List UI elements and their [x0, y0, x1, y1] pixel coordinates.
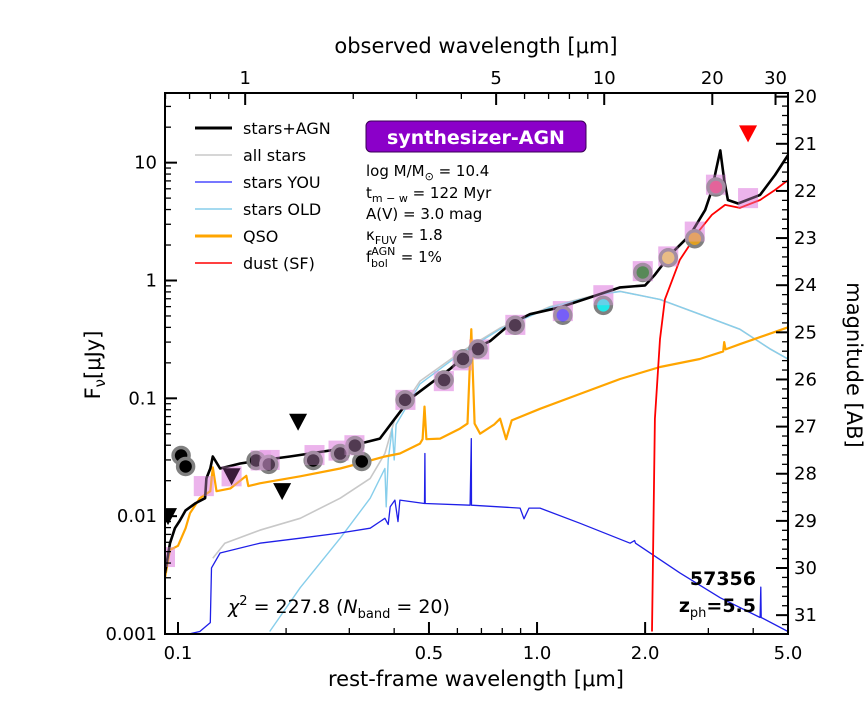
photometry-point — [259, 454, 279, 475]
photometry-point — [434, 370, 454, 390]
magnitude-tick-label: 24 — [794, 275, 817, 296]
series-stars-you — [185, 437, 788, 634]
model-flux-square-overlay — [505, 314, 526, 335]
y-tick-label: 10 — [134, 153, 157, 174]
x-tick-label: 2.0 — [631, 643, 660, 664]
top-tick-label: 5 — [490, 68, 501, 89]
x-tick-label: 5.0 — [774, 643, 803, 664]
y-tick-label: 0.1 — [128, 388, 157, 409]
magnitude-tick-label: 25 — [794, 322, 817, 343]
param-fagn: fAGN bol = 1% — [366, 245, 442, 270]
model-flux-square-overlay — [165, 547, 175, 568]
legend-label: QSO — [243, 227, 278, 246]
photometry-point — [633, 262, 653, 283]
chi2-label: χ2 = 227.8 (Nband = 20) — [227, 594, 450, 622]
photometry-point — [593, 295, 614, 316]
model-flux-square-overlay — [395, 389, 416, 410]
photometry-point — [345, 435, 365, 456]
model-flux-square-overlay — [250, 450, 271, 471]
top-tick-label: 20 — [701, 68, 724, 89]
param-mass: log M/M⊙ = 10.4 — [366, 162, 489, 183]
x-tick-label: 0.5 — [415, 643, 444, 664]
upper-limit-triangle — [289, 413, 308, 431]
plot-frame — [164, 92, 789, 635]
model-flux-square-overlay — [259, 449, 280, 470]
magnitude-tick-label: 30 — [794, 558, 817, 579]
magnitude-tick-label: 27 — [794, 417, 817, 438]
legend-label: stars YOU — [243, 173, 321, 192]
upper-limit-triangle — [739, 125, 758, 143]
model-flux-square-overlay — [684, 221, 705, 242]
model-flux-square-overlay — [469, 339, 490, 360]
model-flux-square-overlay — [328, 440, 349, 461]
photometry-point — [395, 390, 415, 410]
param-age: tm − w = 122 Myr — [366, 184, 492, 205]
x-tick-label: 1.0 — [523, 643, 552, 664]
photometric-redshift: zph=5.5 — [679, 595, 756, 621]
badge-label: synthesizer-AGN — [387, 127, 565, 149]
model-flux-square-overlay — [344, 435, 365, 456]
axis-ticks: 0.1 0.5 1.0 2.0 5.0 1 5 10 20 30 10 1 0.1 0.01 0.001 20… — [105, 68, 816, 664]
magnitude-tick-label: 28 — [794, 464, 817, 485]
badge-box — [365, 120, 587, 153]
photometry-point — [352, 451, 372, 472]
photometry-point — [658, 247, 679, 268]
x-tick-label: 0.1 — [164, 643, 193, 664]
photometry-point — [505, 315, 525, 335]
object-id: 57356 — [690, 568, 756, 590]
y-tick-label: 0.001 — [105, 624, 157, 645]
upper-limit-triangle — [273, 483, 292, 501]
model-flux-square-overlay — [193, 476, 214, 497]
top-tick-label: 10 — [593, 68, 616, 89]
model-flux-square-overlay — [452, 350, 473, 371]
magnitude-tick-label: 31 — [794, 605, 817, 626]
photometry-point — [685, 229, 705, 249]
model-flux-square-overlay — [658, 246, 679, 267]
left-axis-label: Fν[μJy] — [81, 331, 109, 400]
photometry-point — [303, 450, 323, 471]
fit-parameters: log M/M⊙ = 10.4 tm − w = 122 Myr A(V) = … — [366, 162, 492, 270]
series-stars-old — [269, 290, 788, 632]
model-flux-square-overlay — [705, 174, 726, 195]
model-flux-square-overlay — [738, 188, 759, 209]
photometry-points — [165, 125, 759, 568]
photometry-point — [453, 349, 473, 369]
magnitude-tick-label: 26 — [794, 369, 817, 390]
legend-label: stars OLD — [243, 200, 321, 219]
legend-label: stars+AGN — [243, 119, 331, 138]
badge: synthesizer-AGN — [365, 120, 587, 153]
magnitude-tick-label: 20 — [794, 87, 817, 108]
magnitude-tick-label: 29 — [794, 511, 817, 532]
legend: stars+AGN all stars stars YOU stars OLD QSO d… — [195, 119, 331, 273]
model-flux-square-overlay — [304, 445, 325, 466]
series-qso — [165, 326, 788, 578]
photometry-point — [553, 305, 573, 325]
model-flux-square-overlay — [552, 301, 573, 322]
top-tick-label: 30 — [764, 68, 787, 89]
model-flux-square-overlay — [632, 261, 653, 282]
y-tick-label: 0.01 — [117, 506, 157, 527]
legend-label: dust (SF) — [243, 254, 315, 273]
param-av: A(V) = 3.0 mag — [366, 205, 482, 223]
model-flux-square-overlay — [593, 285, 614, 306]
legend-label: all stars — [243, 146, 306, 165]
param-kappa: κFUV = 1.8 — [366, 226, 443, 247]
model-flux-square-overlay — [433, 371, 454, 392]
photometry-point — [330, 443, 350, 464]
photometry-point — [468, 339, 488, 359]
photometry-point — [706, 177, 726, 197]
top-axis-label: observed wavelength [μm] — [334, 34, 617, 58]
top-tick-label: 1 — [239, 68, 250, 89]
model-flux-square — [165, 547, 175, 568]
upper-limit-triangle — [222, 468, 241, 486]
magnitude-tick-label: 22 — [794, 181, 817, 202]
photometry-point — [175, 456, 196, 477]
magnitude-tick-label: 21 — [794, 134, 817, 155]
bottom-axis-label: rest-frame wavelength [μm] — [328, 667, 624, 691]
y-tick-label: 1 — [146, 270, 157, 291]
magnitude-tick-label: 23 — [794, 228, 817, 249]
series-dust-sf- — [651, 179, 788, 632]
right-axis-label: magnitude [AB] — [842, 282, 866, 447]
